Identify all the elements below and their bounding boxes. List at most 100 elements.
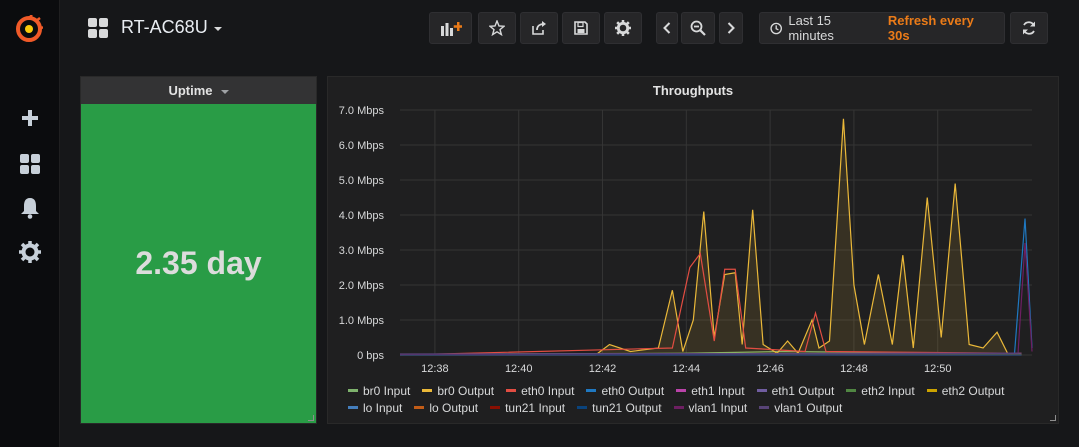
legend-swatch <box>348 389 358 392</box>
y-tick-label: 4.0 Mbps <box>339 210 385 222</box>
x-tick-label: 12:42 <box>589 363 617 375</box>
panel-resize-handle[interactable] <box>308 415 314 421</box>
graph-legend: br0 Input br0 Output eth0 Input eth0 Output… <box>348 383 1058 415</box>
x-tick-label: 12:48 <box>840 363 868 375</box>
throughputs-panel: 0 bps 1.0 Mbps 2.0 Mbps 3.0 Mbps 4.0 Mbps 5.0… <box>327 76 1059 424</box>
legend-item-eth2-input[interactable]: eth2 Input <box>846 383 915 398</box>
dashboards-icon[interactable] <box>17 151 43 177</box>
legend-swatch <box>348 406 358 409</box>
legend-swatch <box>759 406 770 409</box>
legend-label: tun21 Input <box>505 400 566 415</box>
chevron-down-icon <box>213 27 222 31</box>
save-icon <box>574 21 588 35</box>
sidebar <box>0 0 60 447</box>
legend-label: vlan1 Output <box>774 400 843 415</box>
legend-item-vlan1-input[interactable]: vlan1 Input <box>673 400 748 415</box>
legend-swatch <box>926 389 937 392</box>
star-icon <box>489 20 505 36</box>
add-panel-button[interactable] <box>429 12 472 44</box>
legend-label: eth2 Output <box>941 383 1005 398</box>
uptime-panel-title: Uptime <box>168 83 213 98</box>
series-line-vlan1-output <box>399 352 1022 355</box>
legend-label: eth1 Output <box>771 383 835 398</box>
legend-item-tun21-input[interactable]: tun21 Input <box>490 400 565 415</box>
time-forward-button[interactable] <box>719 12 743 44</box>
settings-button[interactable] <box>604 12 642 44</box>
legend-item-vlan1-output[interactable]: vlan1 Output <box>759 400 842 415</box>
gear-icon <box>615 20 631 36</box>
legend-label: vlan1 Input <box>688 400 748 415</box>
dashboard-title: RT-AC68U <box>121 17 208 37</box>
legend-swatch <box>577 406 588 409</box>
star-button[interactable] <box>478 12 516 44</box>
uptime-stat-body: 2.35 day <box>81 104 316 423</box>
y-tick-label: 7.0 Mbps <box>339 105 385 117</box>
legend-label: eth1 Input <box>691 383 745 398</box>
x-tick-label: 12:46 <box>756 363 784 375</box>
legend-swatch <box>490 406 501 409</box>
legend-swatch <box>756 389 767 392</box>
legend-swatch <box>414 406 425 409</box>
legend-item-br0-input[interactable]: br0 Input <box>348 383 410 398</box>
bell-icon[interactable] <box>17 195 43 221</box>
legend-item-lo-output[interactable]: lo Output <box>414 400 478 415</box>
zoom-out-button[interactable] <box>681 12 715 44</box>
series-area-br0-output <box>400 118 1022 355</box>
time-back-button[interactable] <box>656 12 678 44</box>
legend-label: br0 Output <box>437 383 495 398</box>
legend-swatch <box>422 389 433 392</box>
legend-label: tun21 Output <box>592 400 662 415</box>
save-button[interactable] <box>562 12 600 44</box>
legend-label: eth0 Input <box>521 383 575 398</box>
add-panel-icon <box>440 22 462 36</box>
legend-item-eth0-input[interactable]: eth0 Input <box>506 383 574 398</box>
legend-swatch <box>846 389 857 392</box>
legend-item-eth1-input[interactable]: eth1 Input <box>676 383 745 398</box>
legend-item-tun21-output[interactable]: tun21 Output <box>577 400 662 415</box>
throughputs-graph[interactable]: 0 bps 1.0 Mbps 2.0 Mbps 3.0 Mbps 4.0 Mbps 5.0… <box>328 77 1058 377</box>
legend-label: lo Output <box>429 400 479 415</box>
top-navbar: RT-AC68U Last 15 minutes Refresh every 3… <box>59 0 1079 58</box>
legend-item-eth1-output[interactable]: eth1 Output <box>756 383 835 398</box>
legend-label: eth0 Output <box>601 383 665 398</box>
x-tick-label: 12:38 <box>421 363 449 375</box>
legend-swatch <box>673 406 684 409</box>
refresh-button[interactable] <box>1010 12 1048 44</box>
legend-label: br0 Input <box>363 383 411 398</box>
clock-icon <box>770 22 782 34</box>
gear-icon[interactable] <box>17 239 43 265</box>
refresh-icon <box>1023 21 1035 35</box>
x-tick-label: 12:50 <box>924 363 952 375</box>
legend-label: eth2 Input <box>861 383 915 398</box>
y-tick-label: 2.0 Mbps <box>339 280 385 292</box>
series-line-br0-output <box>400 118 1022 356</box>
legend-item-br0-output[interactable]: br0 Output <box>422 383 494 398</box>
time-picker-button[interactable]: Last 15 minutes Refresh every 30s <box>759 12 1005 44</box>
grafana-logo-icon[interactable] <box>11 11 47 47</box>
y-tick-label: 6.0 Mbps <box>339 140 385 152</box>
uptime-panel: Uptime 2.35 day <box>80 76 317 424</box>
legend-item-lo-input[interactable]: lo Input <box>348 400 402 415</box>
legend-item-eth0-output[interactable]: eth0 Output <box>586 383 664 398</box>
share-button[interactable] <box>520 12 558 44</box>
throughputs-panel-title[interactable]: Throughputs <box>652 83 734 98</box>
uptime-value: 2.35 day <box>135 245 262 281</box>
panel-resize-handle[interactable] <box>1050 415 1056 421</box>
uptime-panel-header[interactable]: Uptime <box>81 77 316 104</box>
x-tick-label: 12:40 <box>505 363 533 375</box>
refresh-interval-label: Refresh every 30s <box>887 13 974 43</box>
y-tick-label: 3.0 Mbps <box>339 245 385 257</box>
chevron-left-icon <box>663 22 671 34</box>
plus-icon[interactable] <box>17 105 43 131</box>
series-line-eth0-input <box>399 252 1022 356</box>
zoom-out-icon <box>690 20 706 36</box>
y-tick-label: 0 bps <box>357 350 384 362</box>
legend-swatch <box>506 389 517 392</box>
legend-item-eth2-output[interactable]: eth2 Output <box>926 383 1005 398</box>
dashboard-title-picker[interactable]: RT-AC68U <box>121 17 222 38</box>
y-tick-label: 1.0 Mbps <box>339 315 385 327</box>
share-icon <box>532 21 546 35</box>
time-range-label: Last 15 minutes <box>788 13 834 43</box>
legend-swatch <box>586 389 597 392</box>
legend-swatch <box>676 389 687 392</box>
